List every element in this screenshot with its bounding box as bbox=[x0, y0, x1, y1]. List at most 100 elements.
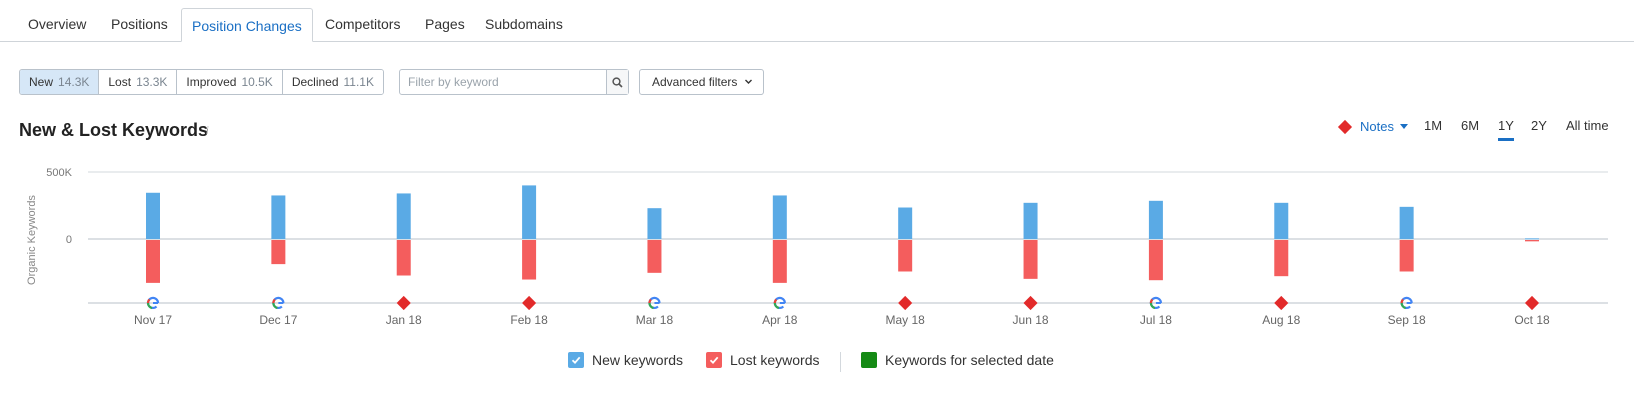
filter-improved-count: 10.5K bbox=[241, 75, 273, 89]
google-update-icon-green bbox=[773, 302, 780, 310]
lost-keywords-bar bbox=[772, 240, 787, 283]
x-tick-label: Jul 18 bbox=[1140, 313, 1172, 327]
note-marker-icon bbox=[1274, 295, 1289, 311]
note-marker-icon bbox=[522, 295, 537, 311]
lost-keywords-bar bbox=[396, 240, 411, 276]
filter-lost-button[interactable]: Lost 13.3K bbox=[99, 70, 178, 94]
google-update-icon-green bbox=[1149, 302, 1156, 310]
x-tick-label: Aug 18 bbox=[1262, 313, 1300, 327]
new-keywords-checkbox[interactable] bbox=[568, 352, 584, 368]
period-6m[interactable]: 6M bbox=[1461, 118, 1480, 133]
x-tick-label: Dec 17 bbox=[259, 313, 297, 327]
lost-keywords-bar bbox=[1399, 240, 1414, 272]
filter-improved-label: Improved bbox=[186, 75, 237, 89]
period-all-time[interactable]: All time bbox=[1566, 118, 1609, 133]
legend-lost[interactable]: Lost keywords bbox=[706, 352, 819, 368]
selected-date-swatch[interactable] bbox=[861, 352, 877, 368]
lost-keywords-bar bbox=[1274, 240, 1289, 277]
x-tick-label: Oct 18 bbox=[1514, 313, 1550, 327]
y-axis-label: Organic Keywords bbox=[26, 195, 38, 285]
new-keywords-bar bbox=[772, 195, 787, 239]
new-keywords-bar bbox=[1148, 200, 1163, 239]
notes-dropdown[interactable]: Notes bbox=[1337, 119, 1408, 134]
note-diamond-icon bbox=[1337, 119, 1353, 134]
search-icon bbox=[612, 76, 623, 88]
legend-selected-label: Keywords for selected date bbox=[885, 352, 1054, 368]
legend-new[interactable]: New keywords bbox=[568, 352, 683, 368]
x-tick-label: Feb 18 bbox=[510, 313, 548, 327]
section-title: New & Lost Keywords bbox=[19, 120, 209, 140]
period-2y[interactable]: 2Y bbox=[1531, 118, 1547, 133]
google-update-icon-red bbox=[648, 298, 652, 304]
filter-new-count: 14.3K bbox=[58, 75, 90, 89]
tab-positions[interactable]: Positions bbox=[111, 16, 168, 32]
google-update-icon-green bbox=[146, 302, 153, 310]
new-keywords-bar bbox=[146, 192, 160, 239]
filter-new-label: New bbox=[29, 75, 54, 89]
filter-lost-count: 13.3K bbox=[136, 75, 168, 89]
chevron-down-icon bbox=[745, 79, 752, 84]
x-tick-label: Jun 18 bbox=[1013, 313, 1049, 327]
note-marker-icon bbox=[1023, 295, 1038, 311]
lost-keywords-bar bbox=[1525, 240, 1539, 242]
new-keywords-bar bbox=[522, 185, 537, 239]
new-keywords-bar bbox=[1399, 206, 1414, 239]
filter-new-button[interactable]: New 14.3K bbox=[20, 70, 100, 94]
filter-declined-count: 11.1K bbox=[343, 75, 374, 89]
note-marker-icon bbox=[898, 295, 913, 311]
filter-declined-button[interactable]: Declined 11.1K bbox=[282, 70, 383, 94]
new-keywords-bar bbox=[1274, 202, 1289, 239]
legend-lost-label: Lost keywords bbox=[730, 352, 820, 368]
new-keywords-bar bbox=[898, 207, 913, 239]
lost-keywords-bar bbox=[146, 240, 160, 283]
lost-keywords-bar bbox=[271, 240, 286, 265]
new-keywords-bar bbox=[1525, 238, 1539, 240]
legend-divider bbox=[840, 352, 841, 372]
tab-pages[interactable]: Pages bbox=[425, 16, 465, 32]
new-keywords-bar bbox=[271, 195, 286, 239]
lost-keywords-bar bbox=[1023, 240, 1038, 279]
tab-overview[interactable]: Overview bbox=[28, 16, 87, 32]
google-update-icon-red bbox=[1149, 298, 1154, 304]
lost-keywords-bar bbox=[898, 240, 913, 272]
google-update-icon-red bbox=[1400, 298, 1404, 304]
note-marker-icon bbox=[1524, 295, 1540, 311]
y-tick-label: 500K bbox=[46, 167, 72, 179]
search-button[interactable] bbox=[606, 70, 628, 94]
y-tick-label: 0 bbox=[66, 234, 72, 246]
advanced-filters-label: Advanced filters bbox=[652, 75, 738, 89]
lost-keywords-checkbox[interactable] bbox=[706, 352, 722, 368]
keyword-filter-group: New 14.3K Lost 13.3K Improved 10.5K Decl… bbox=[19, 69, 384, 95]
tab-position-changes[interactable]: Position Changes bbox=[181, 8, 313, 42]
lost-keywords-bar bbox=[1148, 240, 1163, 281]
notes-label: Notes bbox=[1360, 119, 1394, 134]
keyword-search bbox=[399, 69, 629, 95]
advanced-filters-button[interactable]: Advanced filters bbox=[639, 69, 764, 95]
google-update-icon-red bbox=[272, 298, 276, 304]
new-keywords-bar bbox=[647, 208, 662, 239]
filter-improved-button[interactable]: Improved 10.5K bbox=[177, 70, 283, 94]
x-tick-label: Nov 17 bbox=[134, 313, 172, 327]
google-update-icon-green bbox=[648, 302, 654, 310]
google-update-icon-green bbox=[1400, 302, 1407, 310]
new-keywords-bar bbox=[1023, 202, 1038, 239]
lost-keywords-bar bbox=[522, 240, 537, 280]
legend-selected-date[interactable]: Keywords for selected date bbox=[861, 352, 1054, 368]
period-1m[interactable]: 1M bbox=[1424, 118, 1443, 133]
x-tick-label: May 18 bbox=[886, 313, 926, 327]
note-marker-icon bbox=[396, 295, 411, 311]
period-1y[interactable]: 1Y bbox=[1498, 118, 1514, 141]
x-tick-label: Mar 18 bbox=[636, 313, 674, 327]
info-icon[interactable]: i bbox=[206, 126, 209, 137]
google-update-icon-red bbox=[146, 298, 151, 304]
x-tick-label: Sep 18 bbox=[1388, 313, 1426, 327]
x-tick-label: Jan 18 bbox=[386, 313, 422, 327]
search-input[interactable] bbox=[400, 70, 606, 94]
x-tick-label: Apr 18 bbox=[762, 313, 798, 327]
lost-keywords-bar bbox=[647, 240, 662, 273]
tab-competitors[interactable]: Competitors bbox=[325, 16, 401, 32]
filter-declined-label: Declined bbox=[291, 75, 339, 89]
checkmark-icon bbox=[571, 356, 581, 365]
new-lost-keywords-chart: 500K 0 Organic Keywords Nov 17 Dec 17 Jan 18 F… bbox=[26, 167, 1608, 327]
tab-subdomains[interactable]: Subdomains bbox=[485, 16, 563, 32]
